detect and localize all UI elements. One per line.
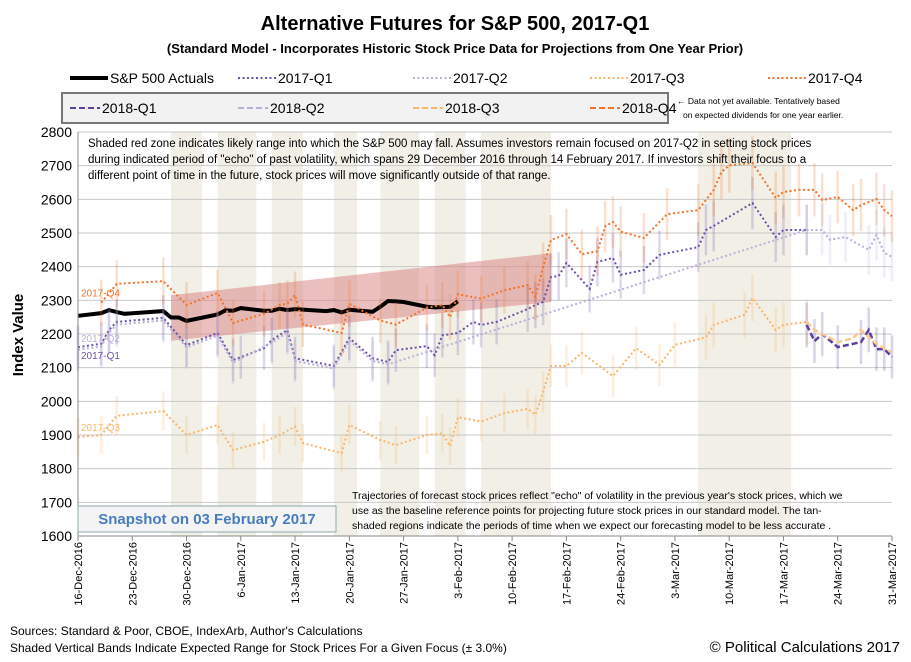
x-tick-label: 24-Feb-2017 (616, 542, 628, 605)
copyright: © Political Calculations 2017 (710, 639, 900, 656)
snapshot-label: Snapshot on 03 February 2017 (98, 511, 316, 528)
chart-subtitle: (Standard Model - Incorporates Historic … (167, 41, 743, 56)
legend-item-label: 2017-Q4 (808, 70, 863, 86)
y-tick-label: 2500 (41, 225, 72, 241)
legend: S&P 500 Actuals 2017-Q1 2017-Q2 2017-Q3 2017… (61, 70, 863, 124)
x-tick-label: 6-Jan-2017 (236, 542, 248, 598)
red-zone-band (171, 253, 551, 341)
series-labels: 2017-Q4 2017-Q2 2017-Q1 2017-Q3 (81, 289, 120, 434)
snapshot-box (77, 505, 337, 533)
chart-title: Alternative Futures for S&P 500, 2017-Q1 (261, 13, 650, 35)
x-tick-label: 27-Jan-2017 (399, 542, 411, 604)
x-tick-label: 10-Feb-2017 (507, 542, 519, 605)
y-tick-label: 1700 (41, 494, 72, 510)
x-tick-label: 17-Mar-2017 (778, 542, 790, 605)
x-tick-label: 20-Jan-2017 (344, 542, 356, 604)
x-tick-label: 24-Mar-2017 (833, 542, 845, 605)
legend-item-label: S&P 500 Actuals (110, 70, 214, 86)
x-tick-label: 10-Mar-2017 (724, 542, 736, 605)
legend-box-2018 (61, 92, 669, 124)
x-tick-label: 17-Feb-2017 (561, 542, 573, 605)
series-label: 2017-Q4 (81, 289, 120, 300)
series-line-2017-q2 (77, 228, 893, 370)
top-annotation-line-3: different point of time in the future, s… (88, 170, 551, 182)
series-label: 2017-Q1 (81, 351, 120, 362)
x-tick-label: 16-Dec-2016 (73, 542, 85, 606)
legend-item-label: 2017-Q1 (278, 70, 333, 86)
bottom-annotation-line-1: Trajectories of forecast stock prices re… (352, 490, 843, 502)
series-label: 2017-Q2 (81, 334, 120, 345)
legend-note: ← Data not yet available. Tentatively ba… (677, 96, 840, 106)
legend-item-label: 2018-Q4 (622, 100, 677, 116)
y-tick-label: 2600 (41, 191, 72, 207)
top-annotation-line-1: Shaded red zone indicates likely range i… (88, 138, 812, 150)
y-tick-label: 2200 (41, 326, 72, 342)
legend-item-label: 2018-Q2 (270, 100, 325, 116)
y-axis-label: Index Value (10, 294, 27, 377)
legend-note: on expected dividends for one year earli… (683, 110, 843, 120)
bottom-annotation-line-2: use as the baseline reference points for… (352, 505, 822, 517)
y-tick-label: 2700 (41, 158, 72, 174)
red-zone (171, 253, 551, 341)
series-line-2018-q3 (805, 321, 893, 354)
y-tick-label: 2400 (41, 259, 72, 275)
axes: 2800 2700 2600 2500 2400 2300 2200 2100 2000 1900… (41, 124, 899, 606)
x-tick-label: 31-Mar-2017 (887, 542, 899, 605)
x-tick-label: 13-Jan-2017 (290, 542, 302, 604)
series-group (76, 135, 894, 472)
annotations: Snapshot on 03 February 2017 Shaded red … (77, 138, 843, 533)
x-tick-label: 3-Mar-2017 (670, 542, 682, 599)
y-tick-label: 2800 (41, 124, 72, 140)
y-tick-label: 2100 (41, 360, 72, 376)
bottom-annotation-line-3: shaded regions indicate the periods of t… (352, 520, 831, 532)
y-tick-label: 1800 (41, 461, 72, 477)
sources-note: Sources: Standard & Poor, CBOE, IndexArb… (10, 624, 362, 638)
series-line-2017-q1 (77, 201, 807, 368)
y-tick-label: 2300 (41, 292, 72, 308)
legend-item-label: 2017-Q2 (453, 70, 508, 86)
y-tick-label: 2000 (41, 393, 72, 409)
x-tick-label: 3-Feb-2017 (453, 542, 465, 599)
series-label: 2017-Q3 (81, 423, 120, 434)
legend-item-label: 2017-Q3 (630, 70, 685, 86)
x-tick-label: 23-Dec-2016 (127, 542, 139, 606)
bands-note: Shaded Vertical Bands Indicate Expected … (10, 641, 507, 655)
top-annotation-line-2: during indicated period of "echo" of pas… (88, 154, 807, 166)
legend-item-label: 2018-Q3 (445, 100, 500, 116)
series-line-s-p-500-actuals (77, 298, 460, 323)
x-tick-label: 30-Dec-2016 (182, 542, 194, 606)
y-tick-label: 1600 (41, 528, 72, 544)
series-line-2018-q1 (805, 324, 893, 358)
legend-item-label: 2018-Q1 (102, 100, 157, 116)
y-tick-label: 1900 (41, 427, 72, 443)
series-line-2017-q3 (77, 296, 807, 455)
